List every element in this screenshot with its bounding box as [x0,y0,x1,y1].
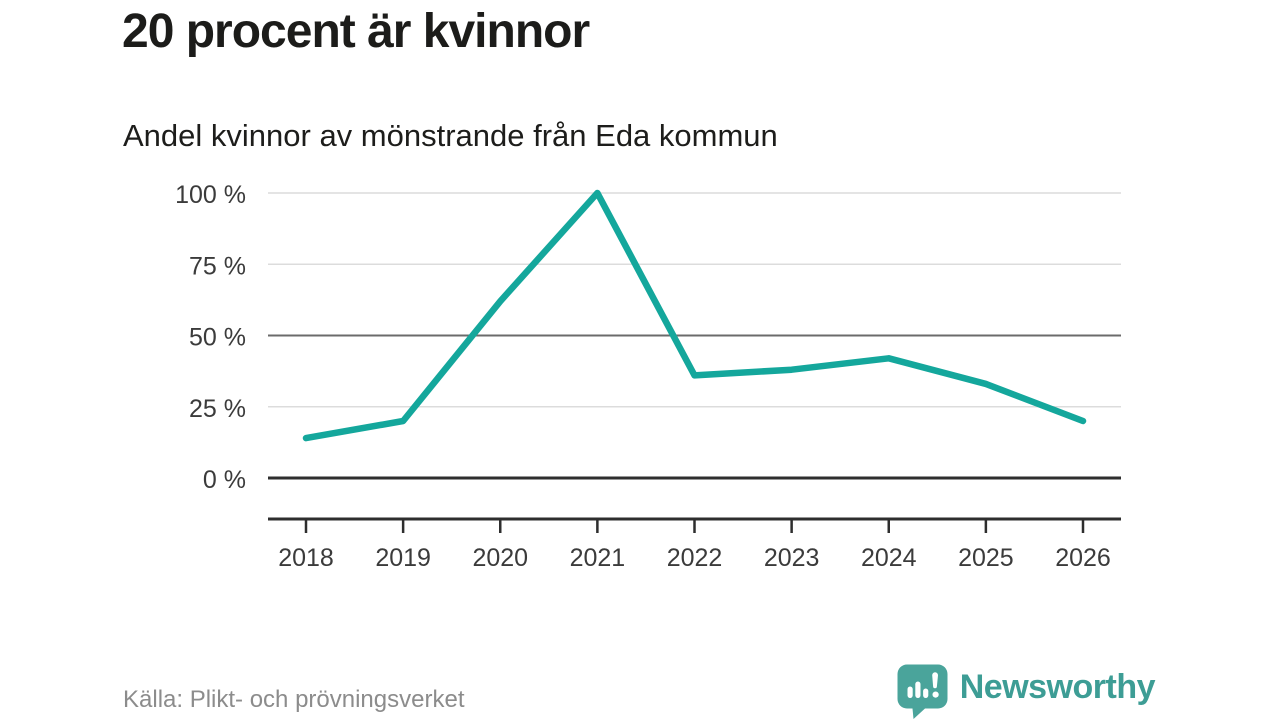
source-attribution: Källa: Plikt- och prövningsverket [123,686,465,713]
newsworthy-logo: Newsworthy [896,663,1156,719]
x-axis-tick-label: 2020 [472,544,528,572]
chart-subtitle: Andel kvinnor av mönstrande från Eda kom… [123,118,778,153]
x-axis-tick-label: 2025 [958,544,1014,572]
x-axis-tick-label: 2018 [278,544,334,572]
chart-title: 20 procent är kvinnor [122,5,590,58]
speech-bubble-bar-chart-icon [897,664,948,719]
y-axis-tick-label: 25 % [189,395,246,423]
bar-2 [915,681,921,698]
exclamation-mark [931,672,938,689]
bar-3 [922,688,929,698]
y-axis-tick-label: 50 % [189,324,246,352]
exclamation-dot [932,691,939,698]
x-axis-tick-label: 2019 [375,544,431,572]
x-axis-tick-label: 2021 [570,544,626,572]
x-axis-tick-label: 2024 [861,544,917,572]
x-axis-tick-label: 2022 [667,544,723,572]
y-axis-tick-label: 75 % [189,252,246,280]
x-axis-tick-label: 2023 [764,544,820,572]
brand-name: Newsworthy [959,667,1156,706]
y-axis-tick-label: 0 % [203,466,246,494]
y-axis-tick-label: 100 % [175,181,246,209]
x-axis-tick-label: 2026 [1055,544,1111,572]
data-line-andel-kvinnor [302,189,1087,442]
bar-1 [907,686,913,698]
